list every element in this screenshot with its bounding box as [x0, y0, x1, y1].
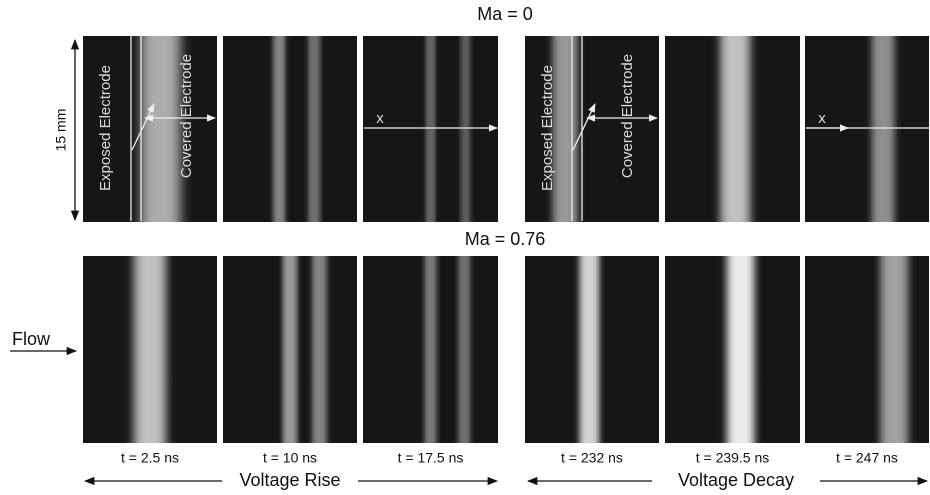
flow-label: Flow	[12, 329, 51, 349]
image-panel	[525, 36, 659, 222]
image-panel	[363, 36, 498, 222]
time-label: t = 247 ns	[836, 450, 898, 466]
electrode-label: Exposed Electrode	[97, 65, 114, 191]
image-panel	[665, 256, 800, 443]
image-panel	[223, 256, 357, 443]
phase-label: Voltage Decay	[678, 470, 794, 490]
row-label: Ma = 0	[477, 4, 533, 24]
electrode-label: Covered Electrode	[178, 54, 195, 178]
pointer	[131, 103, 155, 151]
time-label: t = 10 ns	[263, 450, 317, 466]
image-panel	[363, 256, 498, 443]
image-panel	[525, 256, 659, 443]
image-panel	[83, 256, 217, 443]
electrode-label: Covered Electrode	[619, 54, 636, 178]
x-axis-label: x	[376, 110, 384, 127]
scale-label: 15 mm	[53, 109, 69, 152]
electrode-label: Exposed Electrode	[539, 65, 556, 191]
row-label: Ma = 0.76	[465, 229, 546, 249]
time-label: t = 239.5 ns	[696, 450, 770, 466]
image-panel	[665, 36, 800, 222]
image-panel	[805, 36, 929, 222]
pointer	[572, 103, 596, 151]
time-label: t = 232 ns	[561, 450, 623, 466]
image-panel	[805, 256, 929, 443]
time-labels: t = 2.5 ns t = 10 ns t = 17.5 ns t = 232 ns…	[121, 450, 898, 466]
image-panel	[223, 36, 357, 222]
image-panel	[83, 36, 217, 222]
x-axis-label: x	[818, 110, 826, 127]
image-panels	[83, 36, 929, 443]
time-label: t = 2.5 ns	[121, 450, 179, 466]
phase-label: Voltage Rise	[239, 470, 340, 490]
time-label: t = 17.5 ns	[398, 450, 464, 466]
